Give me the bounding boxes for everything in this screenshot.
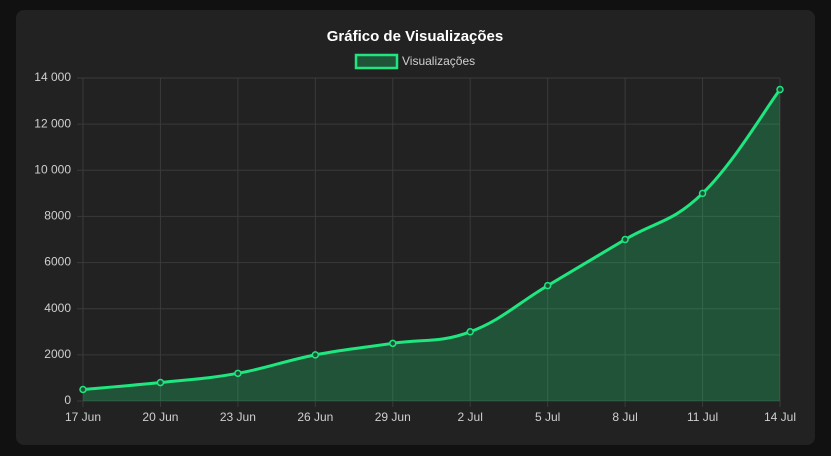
y-tick-label: 4000 (44, 301, 71, 315)
point (156, 378, 165, 387)
x-tick-label: 5 Jul (535, 410, 560, 424)
legend-swatch (354, 53, 399, 70)
point (79, 385, 87, 394)
point (776, 85, 784, 94)
legend-label: Visualizações (402, 54, 475, 68)
point (621, 235, 629, 244)
x-tick-label: 26 Jun (297, 410, 333, 424)
y-tick-label: 14 000 (34, 70, 71, 84)
point (234, 369, 242, 378)
y-tick-label: 8000 (44, 209, 71, 223)
x-tick-label: 11 Jul (687, 410, 718, 424)
y-tick-label: 2000 (44, 347, 71, 361)
point (466, 328, 474, 336)
chart-title: Gráfico de Visualizações (327, 28, 503, 45)
y-tick-label: 0 (64, 393, 71, 407)
point (698, 189, 707, 198)
y-tick-label: 6000 (44, 255, 71, 269)
y-tick-label: 10 000 (34, 162, 71, 176)
x-tick-label: 17 Jun (65, 410, 101, 424)
x-tick-label: 20 Jun (142, 410, 178, 424)
line (82, 88, 782, 391)
x-tick-label: 23 Jun (220, 410, 256, 424)
point (389, 339, 397, 348)
card (16, 10, 815, 445)
point (311, 351, 320, 359)
x-tick-label: 8 Jul (612, 410, 637, 424)
x-tick-label: 29 Jun (375, 410, 411, 424)
x-tick-label: 2 Jul (458, 410, 483, 424)
point (543, 281, 552, 290)
area (83, 89, 780, 402)
x-tick-label: 14 Jul (764, 410, 796, 424)
y-tick-label: 12 000 (34, 116, 71, 130)
